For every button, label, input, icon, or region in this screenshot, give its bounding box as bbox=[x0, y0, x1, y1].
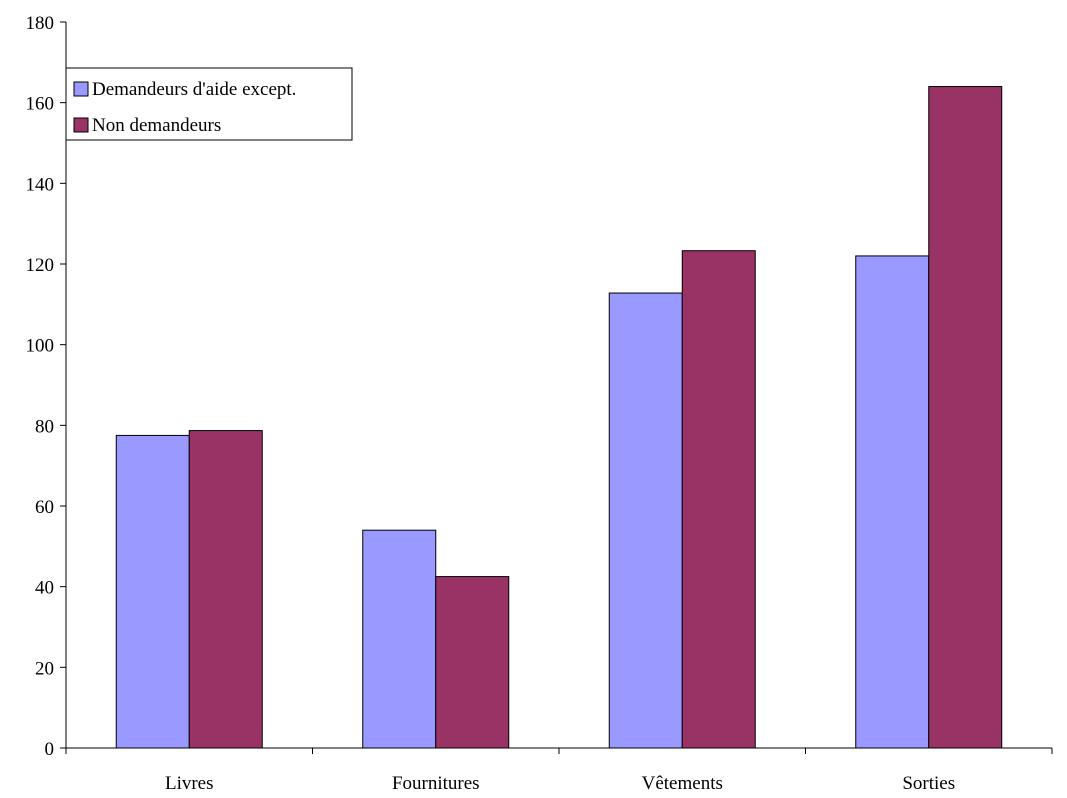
y-tick-label: 20 bbox=[35, 658, 54, 679]
y-tick-label: 100 bbox=[26, 336, 55, 357]
x-tick-label: Fournitures bbox=[392, 773, 480, 794]
x-tick-label: Vêtements bbox=[642, 773, 723, 794]
y-tick-label: 80 bbox=[35, 416, 54, 437]
legend-label: Demandeurs d'aide except. bbox=[92, 79, 296, 100]
bar-vetements-series-2 bbox=[681, 250, 756, 749]
legend-label: Non demandeurs bbox=[92, 115, 221, 136]
x-tick-label: Sorties bbox=[902, 773, 955, 794]
y-tick-label: 120 bbox=[26, 255, 55, 276]
legend-swatch bbox=[73, 117, 89, 133]
y-tick-label: 180 bbox=[26, 13, 55, 34]
bar-livres-series-1 bbox=[115, 434, 190, 749]
axes-layer: 0 20 40 60 80 100 120 140 160 180 Livres Fourniture… bbox=[26, 13, 1053, 794]
y-tick-label: 160 bbox=[26, 94, 55, 115]
y-tick-label: 40 bbox=[35, 578, 54, 599]
legend-box bbox=[65, 67, 353, 141]
legend-swatch bbox=[73, 81, 89, 97]
x-tick-label: Livres bbox=[165, 773, 214, 794]
y-tick-label: 0 bbox=[45, 739, 55, 760]
bar-sorties-series-1 bbox=[855, 255, 930, 749]
bar-fournitures-series-1 bbox=[362, 529, 437, 749]
bars-layer bbox=[115, 86, 1003, 749]
bar-livres-series-2 bbox=[188, 430, 263, 749]
bar-fournitures-series-2 bbox=[435, 576, 510, 749]
legend: Demandeurs d'aide except. Non demandeurs bbox=[65, 67, 353, 141]
bar-sorties-series-2 bbox=[928, 86, 1003, 749]
y-tick-label: 60 bbox=[35, 497, 54, 518]
bar-vetements-series-1 bbox=[608, 292, 683, 749]
y-tick-label: 140 bbox=[26, 174, 55, 195]
